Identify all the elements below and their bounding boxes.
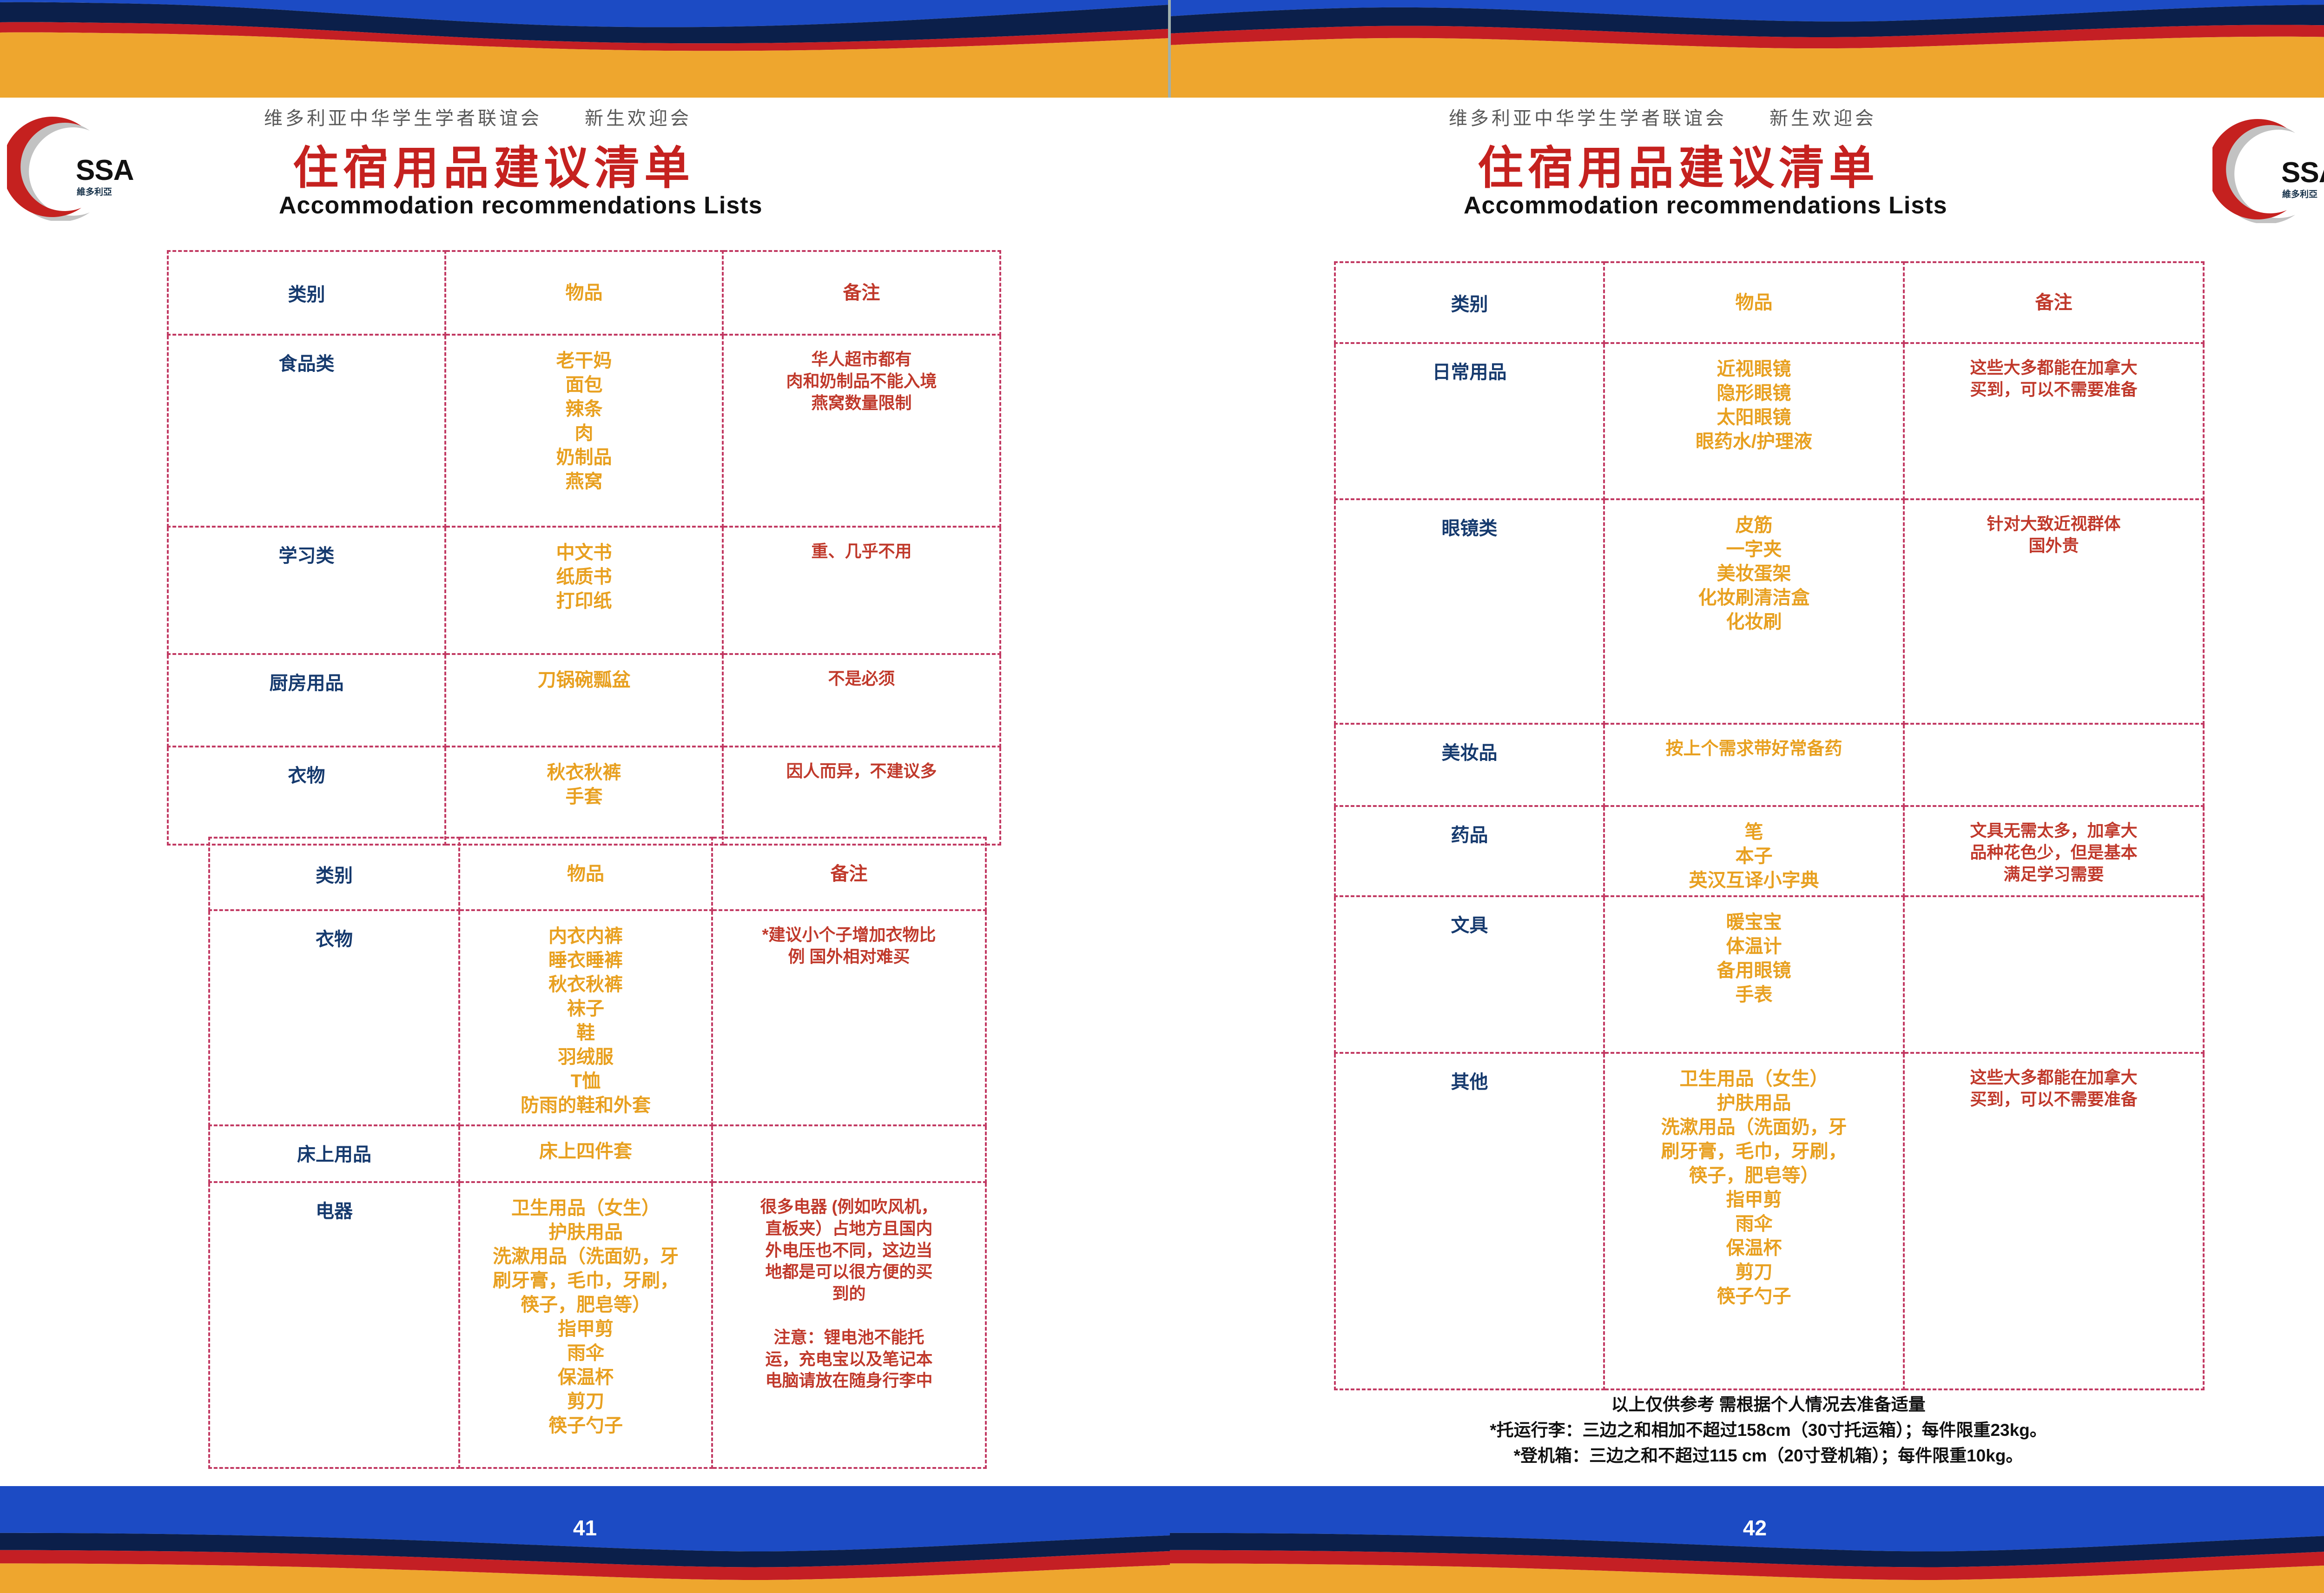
svg-text:SSA: SSA — [76, 154, 134, 186]
svg-text:維多利亞: 維多利亞 — [77, 186, 112, 197]
svg-text:SSA: SSA — [2281, 157, 2324, 189]
svg-text:維多利亞: 維多利亞 — [2282, 189, 2317, 199]
